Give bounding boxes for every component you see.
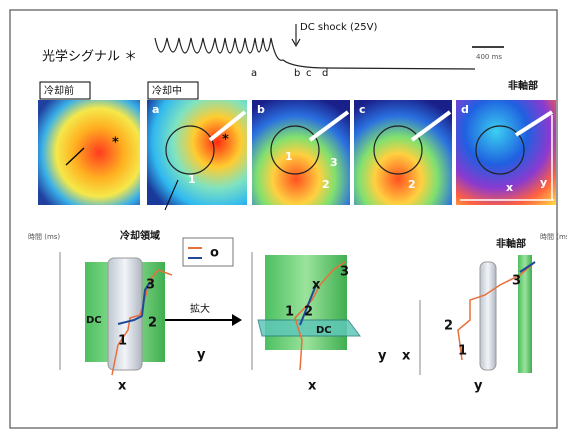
site-number: 2 [444, 319, 453, 334]
map-image [147, 100, 247, 205]
marker: b [294, 68, 300, 79]
legend-label: o [210, 246, 219, 261]
map-image [354, 100, 452, 205]
site-number: 3 [512, 274, 521, 289]
site-number: 2 [408, 178, 416, 191]
legend-box [183, 238, 233, 266]
arrow-head [232, 314, 242, 326]
site-number: 1 [188, 173, 196, 186]
site-number: 3 [330, 156, 338, 169]
panel-label: a [152, 103, 159, 116]
panel-label: d [461, 103, 469, 116]
panel-label: b [257, 103, 265, 116]
axis-label: y [378, 349, 387, 364]
site-number: 2 [322, 178, 330, 191]
axis-label: x [118, 379, 127, 394]
site-number: 1 [458, 344, 467, 359]
site-number: 2 [304, 305, 313, 320]
axis-label: x [312, 278, 321, 293]
figure: 光学シグナル ＊ DC shock (25V) a b c d 400 ms 冷… [0, 0, 567, 438]
panel-header: 冷却中 [152, 84, 182, 97]
site-number: 1 [285, 305, 294, 320]
arrow-label: 拡大 [190, 302, 210, 315]
cooled-cylinder [108, 258, 142, 370]
region-label: 非軸部 [496, 237, 526, 250]
panel-header: 非軸部 [508, 79, 538, 92]
shock-label: DC shock (25V) [300, 22, 377, 33]
dc-plane [258, 320, 360, 336]
axis-title: 時間 (ms) [540, 233, 567, 241]
panel-label: 冷却前 [44, 84, 74, 97]
dc-label: DC [86, 315, 102, 326]
region-label: 冷却領域 [120, 229, 160, 242]
site-number: 2 [148, 316, 157, 331]
map-image [252, 100, 350, 205]
axis-title: 時間 (ms) [28, 233, 60, 241]
axis-label: x [402, 349, 411, 364]
site-number: 3 [340, 265, 349, 280]
cooled-cylinder [480, 262, 496, 370]
panel-label: c [359, 103, 366, 116]
axis-label: x [506, 181, 513, 194]
optical-signal [155, 38, 475, 69]
marker: a [251, 68, 257, 79]
site-number: 3 [146, 278, 155, 293]
axis-label: y [540, 176, 547, 189]
marker: c [306, 68, 312, 79]
scale-label: 400 ms [476, 53, 502, 61]
axis-label: y [197, 348, 206, 363]
dc-label: DC [316, 325, 332, 336]
marker: d [322, 68, 328, 79]
star: * [222, 133, 229, 148]
signal-label: 光学シグナル ＊ [42, 49, 137, 65]
axis-label: x [308, 379, 317, 394]
site-number: 1 [285, 150, 293, 163]
map-image [38, 100, 140, 205]
axis-label: y [474, 379, 483, 394]
site-number: 1 [118, 334, 127, 349]
star: * [112, 136, 119, 151]
frame [10, 10, 557, 428]
